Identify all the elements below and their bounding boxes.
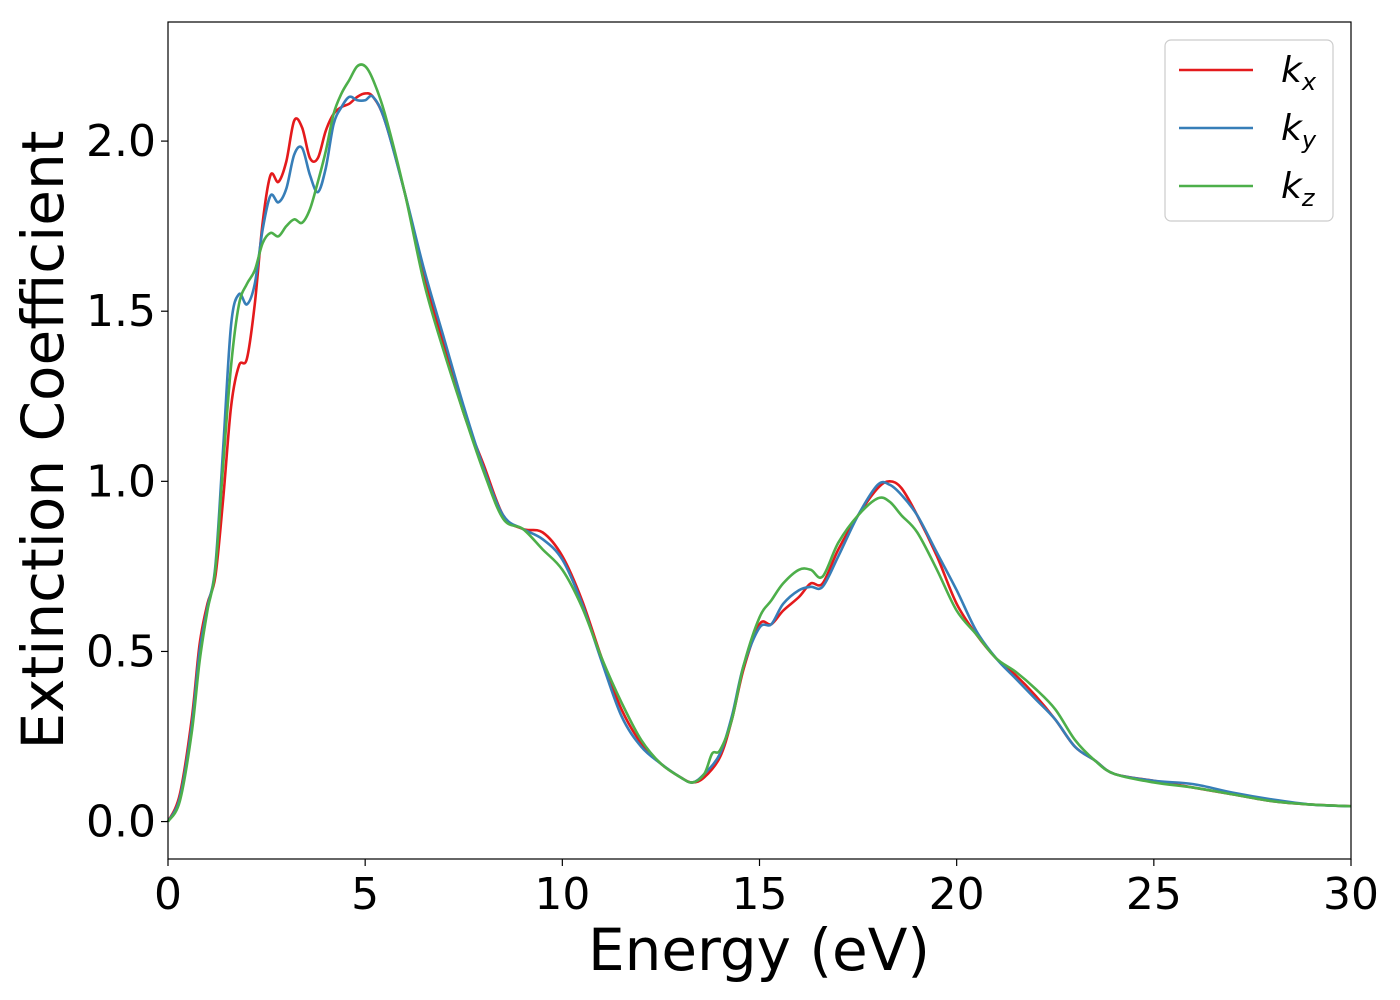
x-tick-label: 5 [351, 869, 379, 920]
x-tick-label: 0 [154, 869, 182, 920]
series-layer [166, 63, 1352, 823]
legend-box [1164, 39, 1334, 222]
x-tick-label: 25 [1126, 869, 1182, 920]
legend: kx ky kz [1164, 39, 1334, 222]
x-axis: 0 5 10 15 20 25 30 [154, 859, 1379, 920]
y-tick-label: 0.5 [86, 626, 156, 677]
y-tick-label: 1.5 [86, 286, 156, 337]
x-tick-label: 30 [1323, 869, 1379, 920]
y-axis-title: Extinction Coefficient [9, 131, 77, 750]
x-axis-title: Energy (eV) [588, 916, 930, 984]
legend-label-y: ky [1281, 108, 1317, 154]
x-tick-label: 10 [534, 869, 590, 920]
legend-label-z: kz [1281, 166, 1316, 212]
y-tick-label: 2.0 [86, 116, 156, 167]
x-tick-label: 15 [732, 869, 788, 920]
x-tick-label: 20 [929, 869, 985, 920]
y-tick-label: 0.0 [86, 797, 156, 848]
y-tick-label: 1.0 [86, 456, 156, 507]
legend-label-x: kx [1281, 50, 1317, 96]
y-axis: 0.0 0.5 1.0 1.5 2.0 [86, 116, 168, 848]
legend-entries: kx ky kz [1179, 50, 1317, 212]
series-line-z [166, 63, 1352, 823]
